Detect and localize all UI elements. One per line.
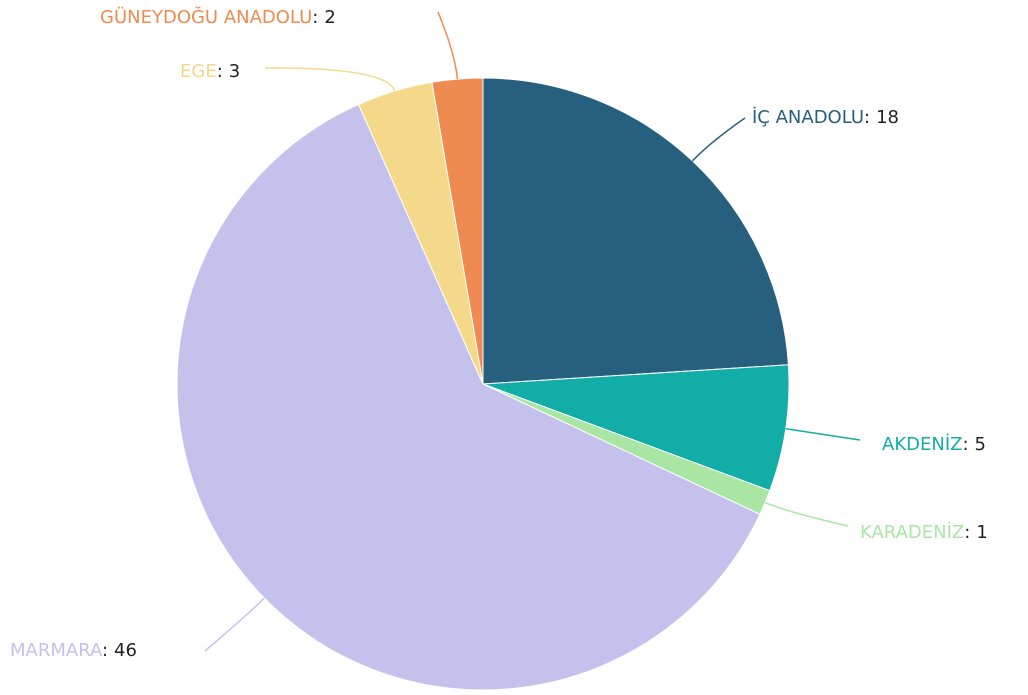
category-name: İÇ ANADOLU — [752, 107, 864, 128]
leader-line — [264, 67, 396, 92]
pie-slice — [176, 103, 761, 691]
leader-line — [785, 427, 861, 441]
value-label: 5 — [975, 434, 986, 455]
leader-line — [437, 11, 459, 80]
value-label: 46 — [114, 640, 137, 661]
category-name: EGE — [180, 61, 217, 82]
category-name: AKDENİZ — [882, 434, 962, 455]
pie-slice — [482, 77, 789, 385]
separator: : — [102, 640, 108, 661]
leader-line — [204, 597, 265, 652]
category-name: GÜNEYDOĞU ANADOLU — [100, 6, 312, 28]
slice-label: MARMARA: 46 — [10, 640, 137, 661]
slice-label: KARADENİZ: 1 — [860, 522, 988, 543]
leader-line — [764, 501, 849, 527]
separator: : — [962, 434, 968, 455]
separator: : — [217, 61, 223, 82]
separator: : — [864, 107, 870, 128]
slice-label: AKDENİZ: 5 — [882, 434, 986, 455]
value-label: 2 — [324, 7, 335, 28]
leader-line — [691, 117, 746, 162]
slice-label: GÜNEYDOĞU ANADOLU: 2 — [100, 6, 336, 28]
category-name: MARMARA — [10, 640, 103, 661]
separator: : — [964, 522, 970, 543]
slice-label: EGE: 3 — [180, 61, 240, 82]
separator: : — [312, 7, 318, 28]
pie-slice — [482, 364, 790, 492]
value-label: 3 — [229, 61, 240, 82]
category-name: KARADENİZ — [860, 522, 964, 543]
pie-slice — [431, 77, 484, 385]
value-label: 1 — [976, 522, 987, 543]
value-label: 18 — [876, 107, 899, 128]
slice-label: İÇ ANADOLU: 18 — [752, 107, 899, 128]
